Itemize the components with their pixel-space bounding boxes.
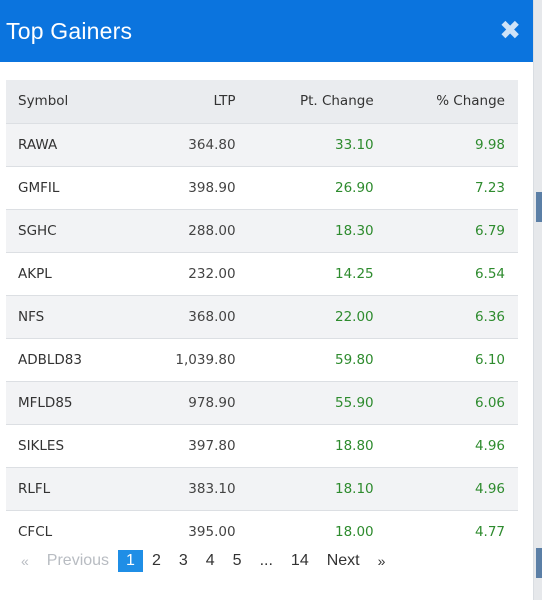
symbol-cell[interactable]: RAWA <box>18 136 58 153</box>
pt-change-cell: 18.10 <box>334 480 374 497</box>
background-page-edge <box>534 0 542 600</box>
next-page-button[interactable]: Next <box>326 552 360 569</box>
symbol-cell[interactable]: ADBLD83 <box>18 351 82 368</box>
page-number-button[interactable]: 1 <box>118 550 143 572</box>
table-row[interactable]: NFS 368.00 22.00 6.36 <box>6 295 518 338</box>
pct-change-cell: 4.96 <box>474 480 505 497</box>
page-number-button[interactable]: 14 <box>290 552 309 569</box>
close-icon[interactable]: ✖ <box>499 16 521 46</box>
symbol-cell[interactable]: CFCL <box>18 523 53 540</box>
column-header-symbol[interactable]: Symbol <box>18 93 69 110</box>
pt-change-cell: 18.30 <box>334 222 374 239</box>
background-marker <box>536 192 542 222</box>
pct-change-cell: 4.96 <box>474 437 505 454</box>
previous-page-button[interactable]: Previous <box>46 552 110 569</box>
ltp-cell: 364.80 <box>188 136 236 153</box>
symbol-cell[interactable]: NFS <box>18 308 45 325</box>
pct-change-cell: 6.10 <box>474 351 505 368</box>
ltp-cell: 395.00 <box>188 523 236 540</box>
table-row[interactable]: AKPL 232.00 14.25 6.54 <box>6 252 518 295</box>
ltp-cell: 383.10 <box>188 480 236 497</box>
page-number-button[interactable]: 5 <box>232 552 242 569</box>
symbol-cell[interactable]: RLFL <box>18 480 51 497</box>
ltp-cell: 368.00 <box>188 308 236 325</box>
column-header-pct-change[interactable]: % Change <box>436 93 505 110</box>
table-row[interactable]: GMFIL 398.90 26.90 7.23 <box>6 166 518 209</box>
table-row[interactable]: SIKLES 397.80 18.80 4.96 <box>6 424 518 467</box>
previous-arrow-icon: « <box>21 553 29 569</box>
pt-change-cell: 18.00 <box>334 523 374 540</box>
ltp-cell: 232.00 <box>188 265 236 282</box>
ltp-cell: 1,039.80 <box>175 351 236 368</box>
pct-change-cell: 6.06 <box>474 394 505 411</box>
table-row[interactable]: RLFL 383.10 18.10 4.96 <box>6 467 518 510</box>
pt-change-cell: 33.10 <box>334 136 374 153</box>
gainers-table: Symbol LTP Pt. Change % Change RAWA 364.8… <box>6 80 518 553</box>
pagination: « Previous 1 2 3 4 5... 14 Next » <box>12 550 394 572</box>
table-row[interactable]: SGHC 288.00 18.30 6.79 <box>6 209 518 252</box>
table-row[interactable]: CFCL 395.00 18.00 4.77 <box>6 510 518 553</box>
ltp-cell: 397.80 <box>188 437 236 454</box>
page-number-button[interactable]: 3 <box>178 552 188 569</box>
table-row[interactable]: RAWA 364.80 33.10 9.98 <box>6 123 518 166</box>
ltp-cell: 288.00 <box>188 222 236 239</box>
page-number-button[interactable]: 4 <box>205 552 215 569</box>
page-number-list: 1 2 3 4 5... 14 <box>118 550 318 572</box>
background-marker <box>536 548 542 578</box>
pt-change-cell: 26.90 <box>334 179 374 196</box>
page-number-button[interactable]: 2 <box>151 552 161 569</box>
symbol-cell[interactable]: SIKLES <box>18 437 65 454</box>
pt-change-cell: 22.00 <box>334 308 374 325</box>
next-arrow-icon[interactable]: » <box>377 553 386 569</box>
symbol-cell[interactable]: SGHC <box>18 222 57 239</box>
pct-change-cell: 6.79 <box>474 222 505 239</box>
pct-change-cell: 7.23 <box>474 179 505 196</box>
table-header-row: Symbol LTP Pt. Change % Change <box>6 80 518 123</box>
symbol-cell[interactable]: GMFIL <box>18 179 60 196</box>
table-row[interactable]: ADBLD83 1,039.80 59.80 6.10 <box>6 338 518 381</box>
modal-header: Top Gainers ✖ <box>0 0 533 62</box>
modal-title: Top Gainers <box>6 17 133 44</box>
symbol-cell[interactable]: MFLD85 <box>18 394 73 411</box>
pt-change-cell: 55.90 <box>334 394 374 411</box>
table-row[interactable]: MFLD85 978.90 55.90 6.06 <box>6 381 518 424</box>
symbol-cell[interactable]: AKPL <box>18 265 52 282</box>
pct-change-cell: 4.77 <box>474 523 505 540</box>
gainers-table-container: Symbol LTP Pt. Change % Change RAWA 364.8… <box>6 80 518 553</box>
pct-change-cell: 9.98 <box>474 136 505 153</box>
ltp-cell: 978.90 <box>188 394 236 411</box>
pct-change-cell: 6.54 <box>474 265 505 282</box>
column-header-pt-change[interactable]: Pt. Change <box>299 93 374 110</box>
ltp-cell: 398.90 <box>188 179 236 196</box>
column-header-ltp[interactable]: LTP <box>213 93 236 110</box>
pt-change-cell: 14.25 <box>334 265 374 282</box>
page-ellipsis: ... <box>259 552 273 569</box>
pct-change-cell: 6.36 <box>474 308 505 325</box>
pt-change-cell: 59.80 <box>334 351 374 368</box>
pt-change-cell: 18.80 <box>334 437 374 454</box>
